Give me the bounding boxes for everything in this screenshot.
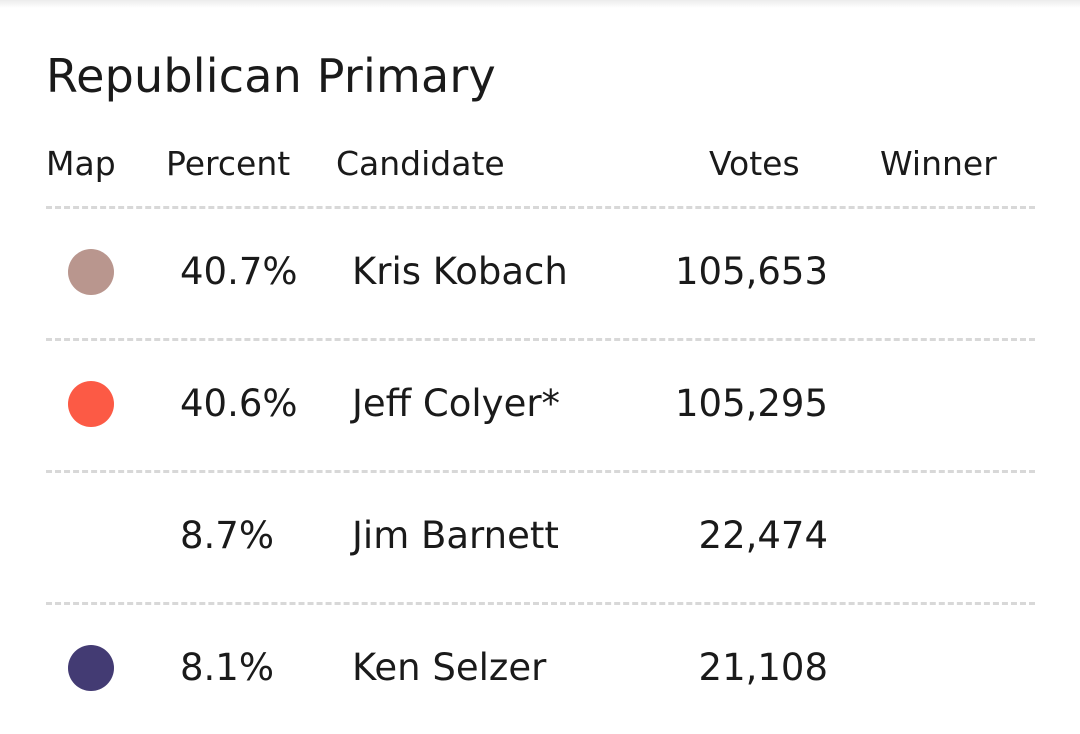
map-color-dot bbox=[68, 249, 114, 295]
divider bbox=[46, 602, 1035, 605]
percent-cell: 8.1% bbox=[180, 646, 274, 689]
candidate-cell: Jim Barnett bbox=[352, 514, 559, 557]
header-percent: Percent bbox=[166, 144, 291, 183]
divider bbox=[46, 470, 1035, 473]
header-map: Map bbox=[46, 144, 116, 183]
candidate-cell: Jeff Colyer* bbox=[352, 382, 561, 425]
header-candidate: Candidate bbox=[336, 144, 505, 183]
votes-cell: 21,108 bbox=[698, 646, 828, 689]
table-row[interactable]: 8.1% Ken Selzer 21,108 bbox=[0, 602, 1080, 734]
header-votes: Votes bbox=[709, 144, 800, 183]
map-color-dot bbox=[68, 381, 114, 427]
percent-cell: 40.7% bbox=[180, 250, 298, 293]
map-color-dot bbox=[68, 645, 114, 691]
divider bbox=[46, 206, 1035, 209]
divider bbox=[46, 338, 1035, 341]
table-row[interactable]: 8.7% Jim Barnett 22,474 bbox=[0, 470, 1080, 602]
header-winner: Winner bbox=[880, 144, 997, 183]
votes-cell: 105,295 bbox=[674, 382, 828, 425]
percent-cell: 8.7% bbox=[180, 514, 274, 557]
candidate-cell: Ken Selzer bbox=[352, 646, 547, 689]
percent-cell: 40.6% bbox=[180, 382, 298, 425]
table-row[interactable]: 40.7% Kris Kobach 105,653 bbox=[0, 206, 1080, 338]
top-shadow bbox=[0, 0, 1080, 8]
table-row[interactable]: 40.6% Jeff Colyer* 105,295 bbox=[0, 338, 1080, 470]
page-title: Republican Primary bbox=[46, 49, 496, 103]
votes-cell: 22,474 bbox=[698, 514, 828, 557]
votes-cell: 105,653 bbox=[674, 250, 828, 293]
candidate-cell: Kris Kobach bbox=[352, 250, 568, 293]
